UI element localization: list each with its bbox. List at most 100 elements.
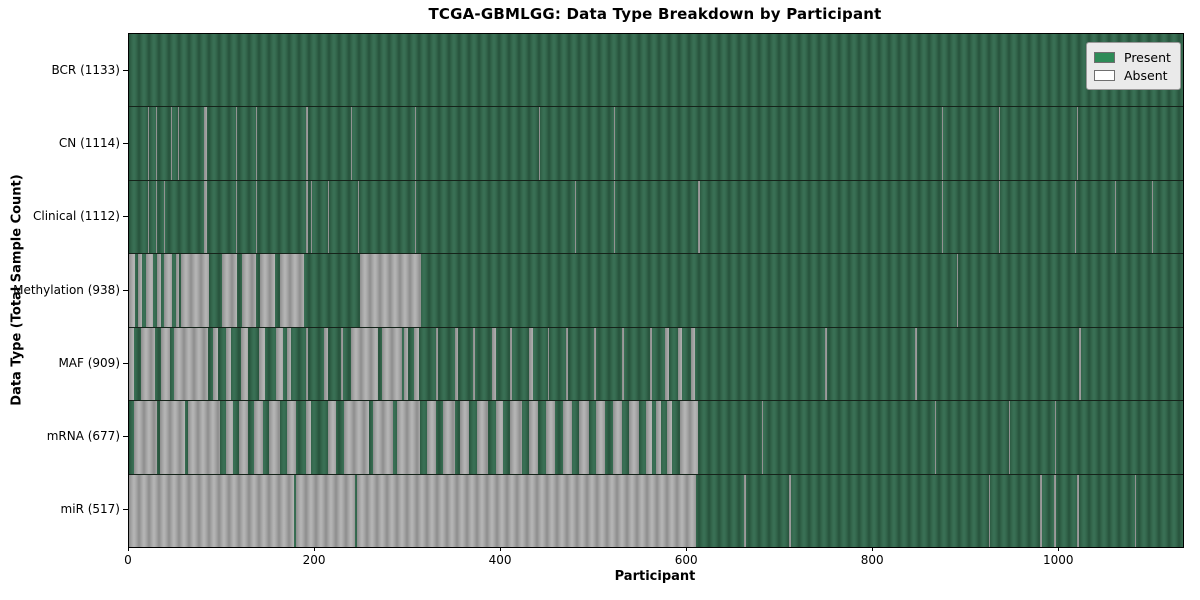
- absent-segment: [328, 401, 336, 474]
- absent-segment: [998, 180, 1000, 254]
- absent-segment: [160, 327, 170, 401]
- row-mrna: [129, 401, 1183, 475]
- absent-segment: [141, 327, 156, 401]
- absent-segment: [404, 327, 409, 401]
- absent-segment: [545, 401, 556, 474]
- absent-segment: [138, 254, 143, 327]
- x-tick-label: 800: [860, 553, 884, 567]
- x-axis-label: Participant: [614, 569, 696, 584]
- absent-segment: [529, 401, 539, 474]
- absent-segment: [159, 401, 185, 474]
- absent-segment: [743, 474, 746, 547]
- absent-segment: [1115, 180, 1116, 254]
- absent-segment: [824, 327, 827, 401]
- absent-segment: [677, 327, 682, 401]
- absent-segment: [324, 327, 329, 401]
- absent-segment: [1135, 401, 1137, 474]
- absent-segment: [529, 327, 533, 401]
- absent-segment: [435, 327, 438, 401]
- y-tick-mark: [123, 436, 128, 438]
- absent-segment: [649, 327, 652, 401]
- absent-segment: [454, 327, 459, 401]
- absent-segment: [351, 327, 379, 401]
- absent-segment: [942, 180, 943, 254]
- row-maf: [129, 327, 1183, 402]
- absent-segment: [574, 180, 576, 254]
- absent-segment: [547, 327, 550, 401]
- chart-title: TCGA-GBMLGG: Data Type Breakdown by Part…: [428, 5, 882, 23]
- absent-segment: [305, 401, 312, 474]
- absent-segment: [942, 107, 943, 180]
- absent-segment: [359, 254, 422, 327]
- absent-segment: [664, 327, 669, 401]
- absent-segment: [356, 474, 697, 547]
- absent-segment: [690, 327, 695, 401]
- absent-segment: [147, 180, 149, 254]
- absent-segment: [988, 474, 991, 547]
- x-tick-mark: [500, 547, 502, 551]
- absent-segment: [129, 327, 134, 401]
- absent-segment: [1078, 327, 1081, 401]
- absent-segment: [646, 401, 652, 474]
- absent-segment: [187, 401, 221, 474]
- absent-segment: [164, 180, 166, 254]
- legend-label-present: Present: [1124, 49, 1171, 65]
- absent-segment: [305, 107, 308, 180]
- absent-segment: [156, 254, 161, 327]
- absent-segment: [476, 401, 489, 474]
- absent-segment: [178, 107, 180, 180]
- absent-segment: [225, 327, 232, 401]
- absent-segment: [1076, 474, 1079, 547]
- absent-segment: [956, 254, 958, 327]
- absent-segment: [175, 254, 180, 327]
- y-tick-label: BCR (1133): [51, 62, 120, 77]
- plot-area: [128, 33, 1184, 548]
- absent-segment: [341, 327, 343, 401]
- x-tick-label: 1000: [1042, 553, 1074, 567]
- row-mir: [129, 474, 1183, 547]
- absent-segment: [311, 180, 313, 254]
- absent-segment: [443, 401, 455, 474]
- absent-segment: [133, 401, 157, 474]
- absent-segment: [579, 401, 589, 474]
- absent-segment: [372, 401, 394, 474]
- absent-segment: [613, 107, 615, 180]
- absent-segment: [287, 401, 297, 474]
- legend-item-absent: Absent: [1094, 66, 1171, 84]
- absent-segment: [698, 180, 701, 254]
- absent-segment: [173, 327, 209, 401]
- x-tick-label: 0: [124, 553, 132, 567]
- y-tick-label: CN (1114): [58, 135, 120, 150]
- absent-segment: [241, 254, 256, 327]
- absent-segment: [414, 180, 417, 254]
- absent-segment: [155, 107, 157, 180]
- absent-segment: [204, 180, 208, 254]
- absent-segment: [679, 401, 699, 474]
- absent-segment: [934, 401, 936, 474]
- absent-segment: [212, 327, 219, 401]
- absent-segment: [170, 107, 172, 180]
- absent-segment: [145, 254, 154, 327]
- row-clinical: [129, 180, 1183, 255]
- absent-segment: [225, 401, 234, 474]
- row-cn: [129, 107, 1183, 181]
- y-tick-label: MAF (909): [58, 355, 120, 370]
- absent-segment: [256, 107, 258, 180]
- absent-segment: [147, 107, 149, 180]
- absent-segment: [259, 327, 265, 401]
- legend-item-present: Present: [1094, 48, 1171, 66]
- absent-segment: [253, 401, 263, 474]
- absent-segment: [566, 327, 569, 401]
- y-tick-label: Methylation (938): [13, 282, 120, 297]
- x-tick-label: 200: [302, 553, 326, 567]
- absent-segment: [1039, 474, 1042, 547]
- absent-segment: [260, 254, 276, 327]
- absent-segment: [235, 180, 237, 254]
- absent-segment: [666, 401, 673, 474]
- absent-segment: [256, 180, 258, 254]
- absent-segment: [655, 401, 662, 474]
- x-tick-label: 600: [674, 553, 698, 567]
- absent-segment: [268, 401, 280, 474]
- absent-segment: [240, 327, 249, 401]
- absent-segment: [1152, 180, 1154, 254]
